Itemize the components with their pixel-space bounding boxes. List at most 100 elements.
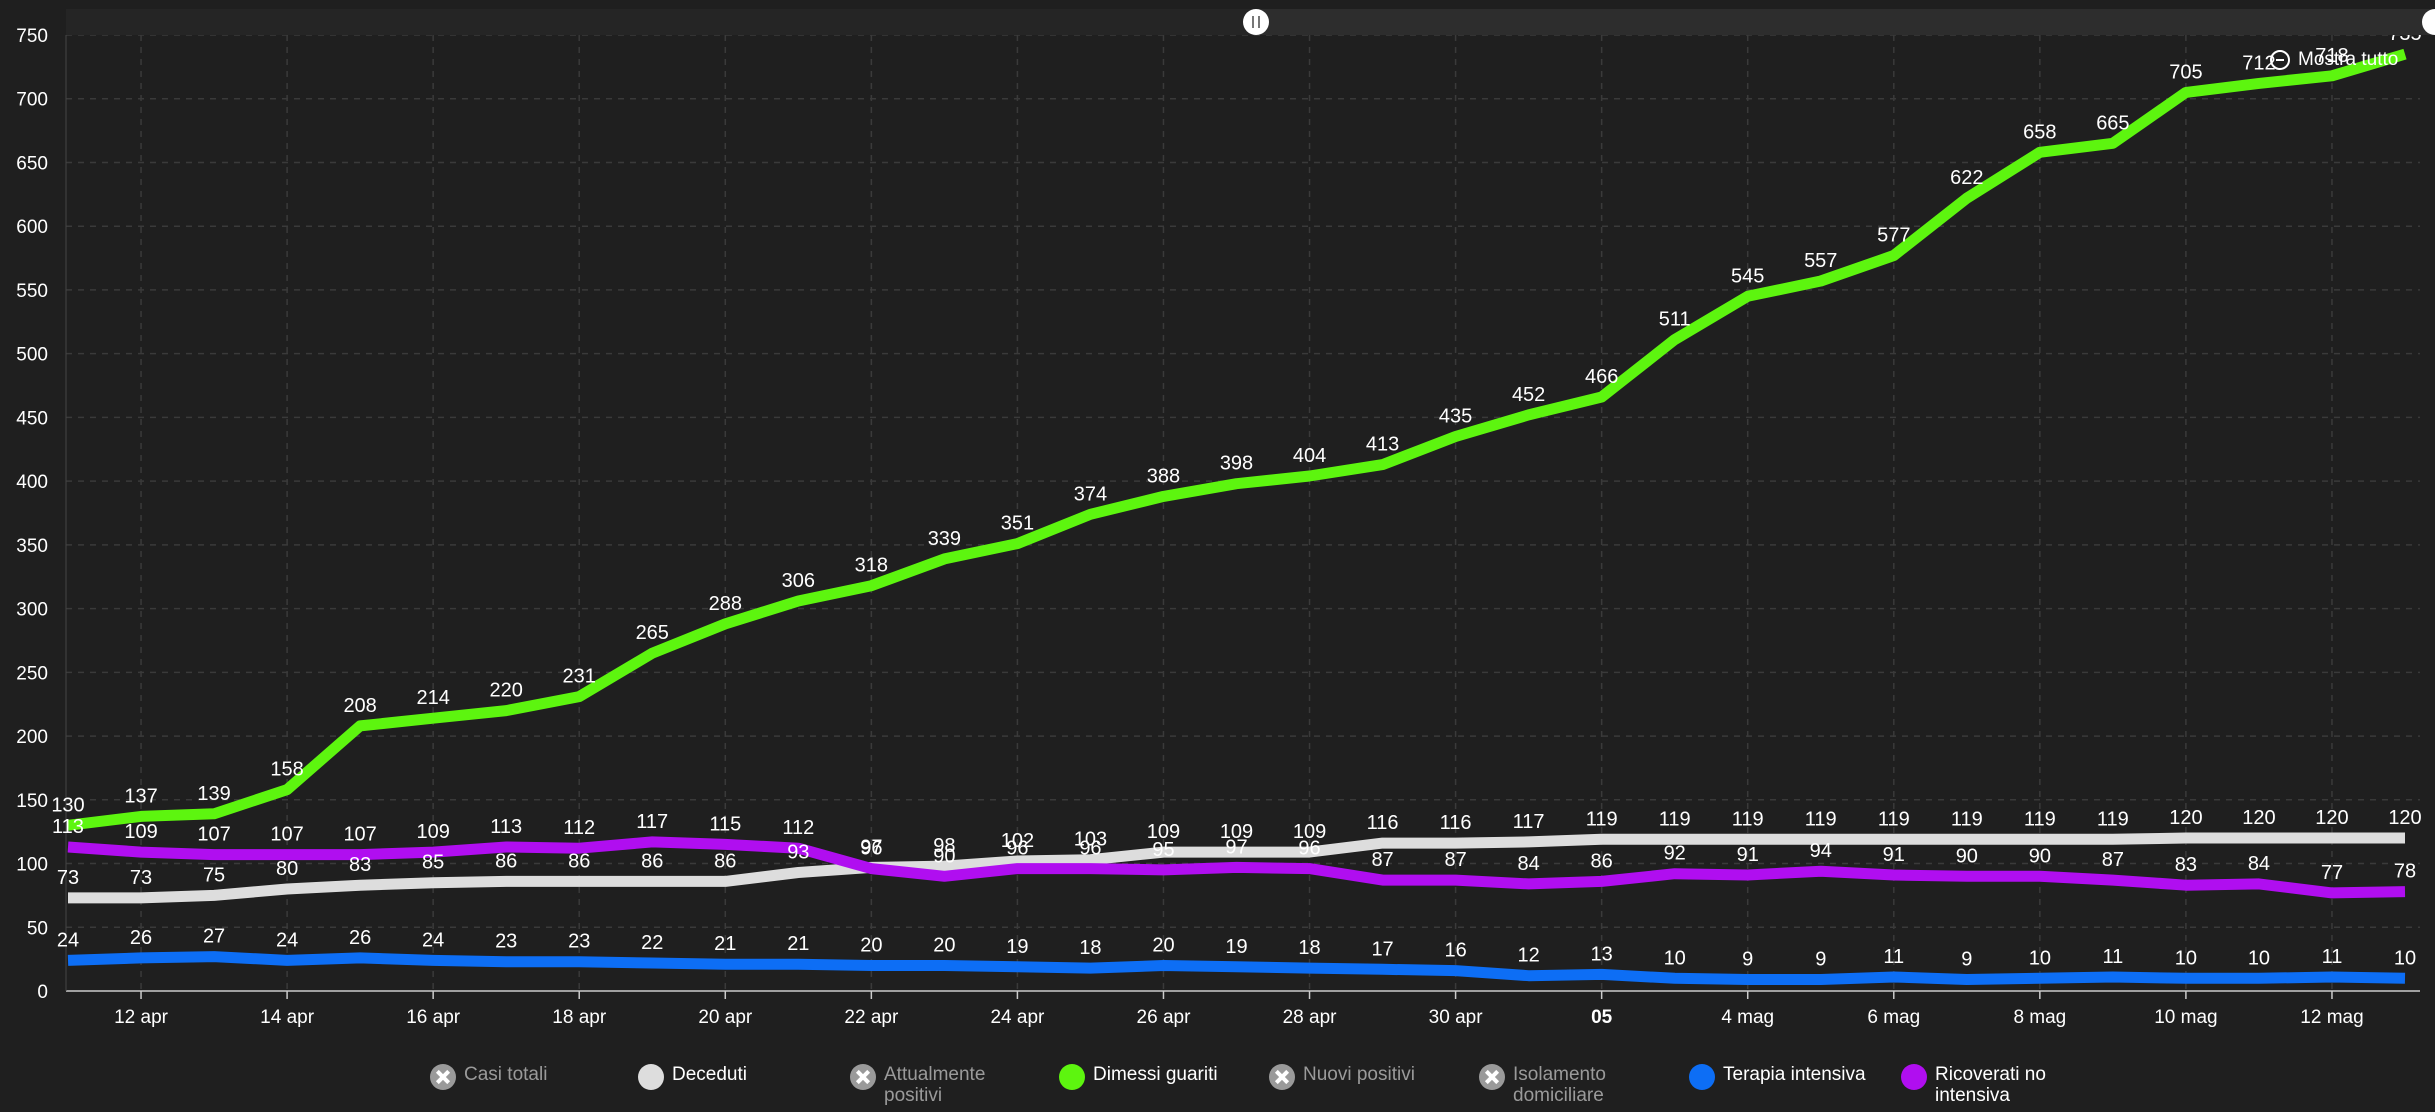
data-label: 20 xyxy=(860,935,882,957)
legend-label: Nuovi positivi xyxy=(1303,1064,1415,1085)
data-label: 95 xyxy=(1152,839,1174,861)
data-label: 119 xyxy=(1732,808,1764,830)
legend-item-deceduti[interactable]: Deceduti xyxy=(638,1064,747,1090)
legend-marker-icon xyxy=(1901,1064,1927,1090)
data-label: 22 xyxy=(641,932,663,954)
x-tick-label: 18 apr xyxy=(552,1007,607,1028)
show-all-button[interactable]: Mostra tutto xyxy=(2270,45,2398,75)
data-label: 113 xyxy=(52,816,84,838)
scrollbar-left-grip[interactable] xyxy=(1243,9,1269,35)
data-label: 27 xyxy=(203,926,225,948)
data-label: 109 xyxy=(1220,821,1253,843)
legend-item-ricoverati-no-intensiva[interactable]: Ricoverati no intensiva xyxy=(1901,1064,2051,1106)
data-label: 116 xyxy=(1440,812,1472,834)
data-label: 117 xyxy=(1513,811,1545,833)
data-label: 120 xyxy=(2388,807,2421,829)
y-tick-label: 300 xyxy=(16,600,48,621)
data-label: 18 xyxy=(1079,937,1101,959)
data-label: 24 xyxy=(422,929,444,951)
data-label: 119 xyxy=(1659,808,1691,830)
data-label: 86 xyxy=(568,850,590,872)
x-tick-label: 24 apr xyxy=(990,1007,1045,1028)
series-line-terapia-intensiva xyxy=(67,951,2406,985)
x-tick-label: 12 mag xyxy=(2300,1007,2363,1028)
legend-item-attualmente-positivi[interactable]: Attualmente positivi xyxy=(850,1064,1010,1106)
legend-marker-icon xyxy=(638,1064,664,1090)
data-label: 24 xyxy=(57,929,79,951)
legend-marker-icon xyxy=(1689,1064,1715,1090)
data-label: 11 xyxy=(2322,946,2343,968)
series-line-deceduti xyxy=(68,832,2405,904)
data-label: 86 xyxy=(714,850,736,872)
data-label: 265 xyxy=(636,622,669,644)
data-label: 306 xyxy=(782,570,815,592)
data-label: 112 xyxy=(782,817,814,839)
data-label: 20 xyxy=(1152,935,1174,957)
y-tick-label: 100 xyxy=(16,855,48,876)
data-label: 17 xyxy=(1371,938,1393,960)
data-label: 288 xyxy=(709,593,742,615)
legend-marker-icon xyxy=(850,1064,876,1090)
y-tick-label: 650 xyxy=(16,153,48,174)
data-label: 712 xyxy=(2242,52,2275,74)
data-label: 622 xyxy=(1950,167,1983,189)
data-label: 86 xyxy=(1591,850,1613,872)
data-label: 78 xyxy=(2394,861,2416,883)
data-label: 26 xyxy=(349,927,371,949)
data-label: 109 xyxy=(416,821,449,843)
legend-label: Casi totali xyxy=(464,1064,548,1085)
data-label: 86 xyxy=(495,850,517,872)
data-label: 545 xyxy=(1731,265,1764,287)
legend-item-nuovi-positivi[interactable]: Nuovi positivi xyxy=(1269,1064,1415,1090)
data-label: 109 xyxy=(124,821,157,843)
data-label: 96 xyxy=(1006,838,1028,860)
scrollbar-right-grip[interactable] xyxy=(2422,9,2435,35)
data-label: 208 xyxy=(343,695,376,717)
data-label: 115 xyxy=(709,813,741,835)
y-tick-label: 500 xyxy=(16,345,48,366)
data-label: 557 xyxy=(1804,250,1837,272)
data-label: 93 xyxy=(787,841,809,863)
zoom-scrollbar-selection[interactable] xyxy=(66,9,1256,35)
data-label: 102 xyxy=(1001,830,1034,852)
data-label: 137 xyxy=(124,785,157,807)
data-label: 120 xyxy=(2169,807,2202,829)
data-label: 9 xyxy=(1815,949,1826,971)
data-label: 16 xyxy=(1444,940,1466,962)
y-tick-label: 400 xyxy=(16,472,48,493)
data-label: 12 xyxy=(1518,945,1540,967)
series-line-ricoverati-no-intensiva xyxy=(67,836,2406,899)
legend-label: Terapia intensiva xyxy=(1723,1064,1866,1085)
data-label: 119 xyxy=(2024,808,2056,830)
data-label: 398 xyxy=(1220,453,1253,475)
data-label: 10 xyxy=(2175,947,2197,969)
data-label: 103 xyxy=(1074,829,1107,851)
data-label: 113 xyxy=(490,816,522,838)
legend-item-isolamento-domiciliare[interactable]: Isolamento domiciliare xyxy=(1479,1064,1649,1106)
x-tick-label: 26 apr xyxy=(1137,1007,1192,1028)
data-label: 11 xyxy=(1883,946,1904,968)
data-label: 231 xyxy=(563,666,596,688)
data-label: 21 xyxy=(787,933,809,955)
data-label: 413 xyxy=(1366,434,1399,456)
data-label: 112 xyxy=(563,817,595,839)
data-label: 388 xyxy=(1147,465,1180,487)
legend-item-dimessi-guariti[interactable]: Dimessi guariti xyxy=(1059,1064,1218,1090)
data-label: 96 xyxy=(1298,838,1320,860)
x-tick-label: 4 mag xyxy=(1721,1007,1774,1028)
data-label: 120 xyxy=(2315,807,2348,829)
line-chart: 0501001502002503003504004505005506006507… xyxy=(16,23,2421,1028)
y-tick-label: 600 xyxy=(16,217,48,238)
data-label: 73 xyxy=(130,867,152,889)
legend-item-terapia-intensiva[interactable]: Terapia intensiva xyxy=(1689,1064,1866,1090)
x-tick-label: 12 apr xyxy=(114,1007,169,1028)
data-label: 119 xyxy=(1805,808,1837,830)
data-label: 77 xyxy=(2321,862,2343,884)
x-tick-label: 30 apr xyxy=(1429,1007,1484,1028)
legend-item-casi-totali[interactable]: Casi totali xyxy=(430,1064,547,1090)
data-label: 10 xyxy=(1664,947,1686,969)
axes: 0501001502002503003504004505005506006507… xyxy=(16,26,2420,1028)
y-tick-label: 250 xyxy=(16,663,48,684)
data-label: 339 xyxy=(928,528,961,550)
